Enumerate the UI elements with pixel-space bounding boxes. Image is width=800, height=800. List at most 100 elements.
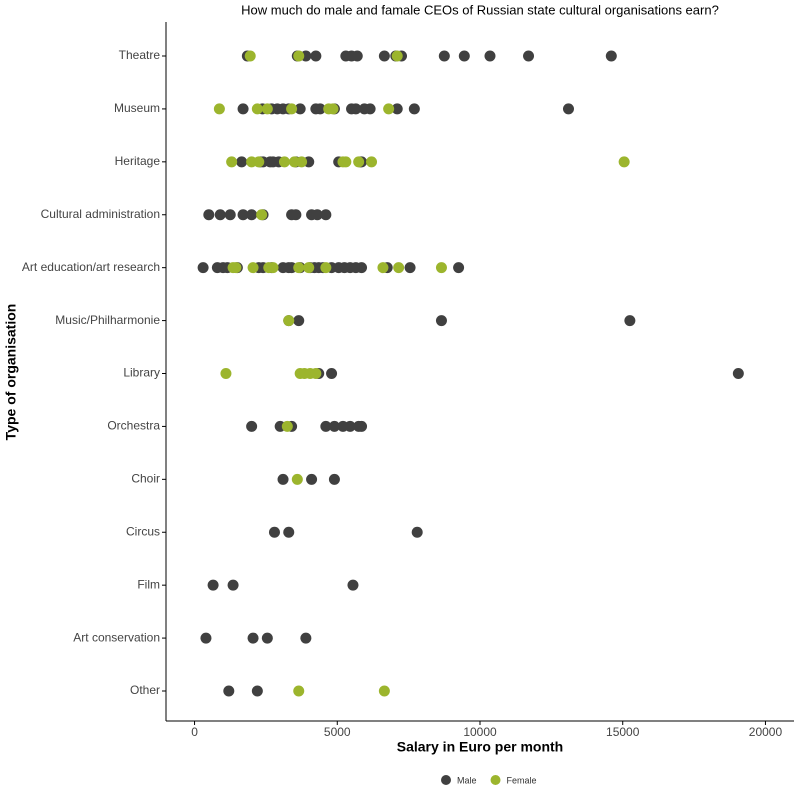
- y-tick-label: Other: [130, 683, 160, 697]
- dot: [438, 50, 450, 62]
- dot: [256, 209, 268, 221]
- dot: [453, 262, 465, 274]
- dot: [286, 103, 298, 115]
- x-tick-label: 10000: [463, 725, 497, 739]
- dot: [267, 262, 279, 274]
- dot: [300, 632, 312, 644]
- dot: [320, 209, 332, 221]
- dot: [197, 262, 209, 274]
- dot: [247, 632, 259, 644]
- dot: [227, 579, 239, 591]
- dot: [253, 156, 265, 168]
- dot: [247, 262, 259, 274]
- y-tick-label: Circus: [126, 524, 160, 538]
- dot: [484, 50, 496, 62]
- legend-marker: [490, 775, 501, 785]
- dot: [236, 156, 248, 168]
- dot: [293, 50, 305, 62]
- y-tick-label: Theatre: [119, 48, 161, 62]
- dot: [408, 103, 420, 115]
- dot: [237, 209, 249, 221]
- y-tick-label: Museum: [114, 101, 160, 115]
- dot: [293, 315, 305, 327]
- dot: [291, 473, 303, 485]
- y-tick-label: Cultural administration: [41, 207, 160, 221]
- dot: [306, 473, 318, 485]
- dot: [311, 209, 323, 221]
- x-tick-label: 15000: [606, 725, 640, 739]
- dot: [296, 156, 308, 168]
- dot: [237, 103, 249, 115]
- dot: [562, 103, 574, 115]
- dot: [351, 50, 363, 62]
- dot: [732, 368, 744, 379]
- dot: [411, 526, 423, 538]
- dot: [356, 420, 368, 432]
- dot: [344, 420, 356, 432]
- dot: [203, 209, 215, 221]
- y-tick-label: Choir: [131, 472, 160, 486]
- y-tick-label: Music/Philharmonie: [55, 313, 160, 327]
- dot: [246, 420, 258, 432]
- dot: [220, 368, 232, 379]
- dot: [328, 473, 340, 485]
- y-tick-label: Film: [137, 577, 160, 591]
- dot: [261, 103, 273, 115]
- dot: [213, 103, 225, 115]
- y-tick-label: Library: [123, 366, 160, 380]
- dot: [268, 526, 280, 538]
- dot: [223, 685, 235, 697]
- dot: [294, 103, 306, 115]
- dot: [277, 473, 289, 485]
- dot: [278, 156, 290, 168]
- chart-title: How much do male and famale CEOs of Russ…: [241, 2, 719, 17]
- dot: [320, 262, 332, 274]
- dot: [435, 315, 447, 327]
- dot: [624, 315, 636, 327]
- dot: [356, 262, 368, 274]
- dot: [378, 50, 390, 62]
- dot: [207, 579, 219, 591]
- dot: [224, 209, 236, 221]
- dot: [328, 420, 340, 432]
- x-axis-title: Salary in Euro per month: [397, 739, 563, 755]
- dot: [366, 156, 378, 168]
- dot: [310, 50, 322, 62]
- y-tick-label: Art education/art research: [22, 260, 160, 274]
- dot: [605, 50, 617, 62]
- x-tick-label: 5000: [324, 725, 351, 739]
- dot: [251, 103, 263, 115]
- dot: [391, 50, 403, 62]
- y-axis-title: Type of organisation: [3, 304, 19, 441]
- dot: [283, 526, 295, 538]
- dot: [310, 368, 322, 379]
- dot: [293, 685, 305, 697]
- dot: [618, 156, 630, 168]
- legend-label: Female: [507, 775, 537, 785]
- dot: [251, 685, 263, 697]
- dot: [523, 50, 535, 62]
- legend-marker: [441, 775, 451, 785]
- x-tick-label: 0: [191, 725, 198, 739]
- dot: [281, 420, 293, 432]
- dot: [391, 103, 403, 115]
- dot: [314, 103, 326, 115]
- dot: [458, 50, 470, 62]
- dot: [347, 579, 359, 591]
- dot: [244, 50, 256, 62]
- dot: [378, 685, 390, 697]
- dot: [320, 420, 332, 432]
- dot: [290, 209, 302, 221]
- dot: [230, 262, 242, 274]
- y-tick-label: Heritage: [115, 154, 161, 168]
- dot: [340, 156, 352, 168]
- dot: [303, 262, 315, 274]
- dot: [293, 262, 305, 274]
- dot: [327, 103, 339, 115]
- dot: [383, 103, 395, 115]
- y-tick-label: Orchestra: [107, 419, 160, 433]
- y-tick-label: Art conservation: [73, 630, 160, 644]
- dot: [261, 632, 273, 644]
- dot: [214, 209, 226, 221]
